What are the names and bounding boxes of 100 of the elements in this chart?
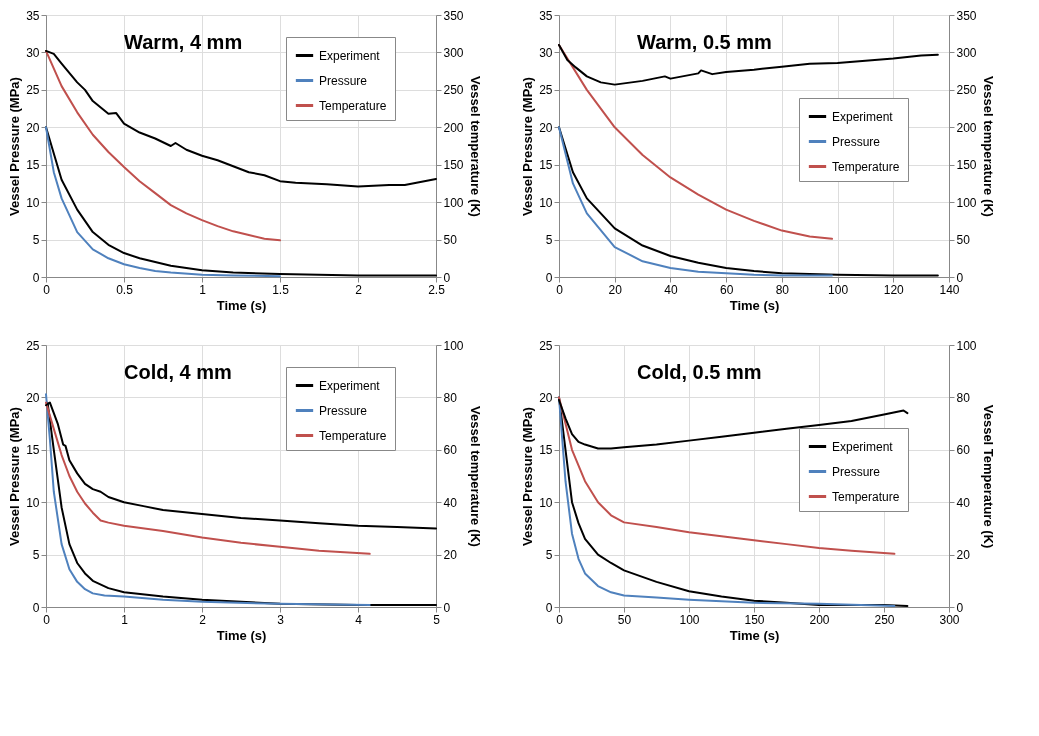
y2-tick-label: 100 xyxy=(443,338,464,353)
x-tick-label: 0 xyxy=(43,612,51,627)
y-tick-label: 20 xyxy=(26,120,40,135)
legend-label: Experiment xyxy=(832,439,894,454)
y-axis-title: Vessel Pressure (MPa) xyxy=(7,77,23,216)
y2-tick-label: 200 xyxy=(443,120,464,135)
x-tick-label: 300 xyxy=(939,612,960,627)
y-tick-label: 10 xyxy=(26,495,40,510)
y-tick-label: 30 xyxy=(539,45,553,60)
legend-label: Experiment xyxy=(319,48,381,63)
y2-tick-label: 0 xyxy=(956,600,964,615)
legend-label: Temperature xyxy=(832,489,900,504)
x-tick-label: 50 xyxy=(617,612,632,627)
x-axis-title: Time (s) xyxy=(216,297,267,313)
legend-label: Pressure xyxy=(319,403,368,418)
y2-tick-label: 350 xyxy=(956,8,977,23)
y-tick-label: 5 xyxy=(545,233,553,248)
y-tick-label: 0 xyxy=(545,600,553,615)
y2-tick-label: 250 xyxy=(443,83,464,98)
y2-tick-label: 150 xyxy=(956,158,977,173)
x-tick-label: 2.5 xyxy=(428,282,446,297)
x-tick-label: 0 xyxy=(43,282,51,297)
y-tick-label: 5 xyxy=(545,548,553,563)
y-tick-label: 25 xyxy=(26,83,40,98)
y2-tick-label: 100 xyxy=(956,338,977,353)
y2-axis-title: Vessel temperature (K) xyxy=(467,76,483,217)
x-tick-label: 120 xyxy=(883,282,905,297)
y-axis-title: Vessel Pressure (MPa) xyxy=(7,407,23,546)
y2-axis-title: Vessel temperature (K) xyxy=(467,406,483,547)
legend-label: Pressure xyxy=(832,134,881,149)
y-tick-label: 0 xyxy=(32,600,40,615)
x-tick-label: 0 xyxy=(556,612,564,627)
y2-tick-label: 350 xyxy=(443,8,464,23)
x-tick-label: 100 xyxy=(828,282,849,297)
y-tick-label: 15 xyxy=(26,443,40,458)
y-axis-title: Vessel Pressure (MPa) xyxy=(520,77,536,216)
y2-tick-label: 100 xyxy=(443,195,464,210)
y-tick-label: 25 xyxy=(539,338,553,353)
y2-tick-label: 0 xyxy=(443,600,451,615)
text: Cold, 0.5 mm xyxy=(637,361,762,383)
x-tick-label: 4 xyxy=(355,612,363,627)
x-tick-label: 0 xyxy=(556,282,564,297)
text: Warm, 0.5 mm xyxy=(637,31,772,53)
x-tick-label: 1 xyxy=(121,612,129,627)
y-tick-label: 20 xyxy=(26,390,40,405)
legend-label: Experiment xyxy=(319,378,381,393)
legend-label: Temperature xyxy=(319,428,387,443)
y2-tick-label: 40 xyxy=(956,495,971,510)
y2-tick-label: 20 xyxy=(443,548,458,563)
y-tick-label: 25 xyxy=(539,83,553,98)
y2-axis-title: Vessel Temperature (K) xyxy=(980,404,996,549)
y2-tick-label: 300 xyxy=(956,45,977,60)
y2-tick-label: 40 xyxy=(443,495,458,510)
legend-label: Pressure xyxy=(832,464,881,479)
text: Cold, 4 mm xyxy=(124,361,232,383)
y2-tick-label: 60 xyxy=(956,443,971,458)
y-tick-label: 35 xyxy=(26,8,40,23)
x-axis-title: Time (s) xyxy=(216,627,267,643)
x-tick-label: 20 xyxy=(608,282,623,297)
legend-label: Temperature xyxy=(319,98,387,113)
x-tick-label: 140 xyxy=(939,282,960,297)
legend-label: Experiment xyxy=(832,109,894,124)
x-tick-label: 3 xyxy=(277,612,285,627)
y2-tick-label: 150 xyxy=(443,158,464,173)
x-tick-label: 2 xyxy=(199,612,207,627)
text: Warm, 4 mm xyxy=(124,31,243,53)
x-tick-label: 60 xyxy=(719,282,734,297)
y2-tick-label: 60 xyxy=(443,443,458,458)
y-tick-label: 10 xyxy=(539,495,553,510)
y-tick-label: 15 xyxy=(539,443,553,458)
y-tick-label: 5 xyxy=(32,548,40,563)
x-tick-label: 5 xyxy=(433,612,441,627)
y-tick-label: 25 xyxy=(26,338,40,353)
y2-tick-label: 250 xyxy=(956,83,977,98)
y-tick-label: 0 xyxy=(32,270,40,285)
y-tick-label: 20 xyxy=(539,390,553,405)
y2-tick-label: 50 xyxy=(956,233,971,248)
y2-tick-label: 0 xyxy=(443,270,451,285)
y-tick-label: 10 xyxy=(26,195,40,210)
x-axis-title: Time (s) xyxy=(729,627,780,643)
y-tick-label: 5 xyxy=(32,233,40,248)
y2-tick-label: 100 xyxy=(956,195,977,210)
x-tick-label: 40 xyxy=(664,282,678,297)
x-tick-label: 200 xyxy=(809,612,830,627)
legend-label: Temperature xyxy=(832,159,900,174)
y2-tick-label: 50 xyxy=(443,233,458,248)
x-tick-label: 2 xyxy=(355,282,363,297)
y-tick-label: 15 xyxy=(539,158,553,173)
x-tick-label: 100 xyxy=(679,612,700,627)
y2-tick-label: 80 xyxy=(956,390,971,405)
x-tick-label: 150 xyxy=(744,612,765,627)
x-tick-label: 80 xyxy=(775,282,790,297)
y2-tick-label: 200 xyxy=(956,120,977,135)
y-tick-label: 35 xyxy=(539,8,553,23)
y2-tick-label: 0 xyxy=(956,270,964,285)
x-axis-title: Time (s) xyxy=(729,297,780,313)
x-tick-label: 1.5 xyxy=(272,282,290,297)
y2-tick-label: 300 xyxy=(443,45,464,60)
y-tick-label: 20 xyxy=(539,120,553,135)
y-tick-label: 10 xyxy=(539,195,553,210)
